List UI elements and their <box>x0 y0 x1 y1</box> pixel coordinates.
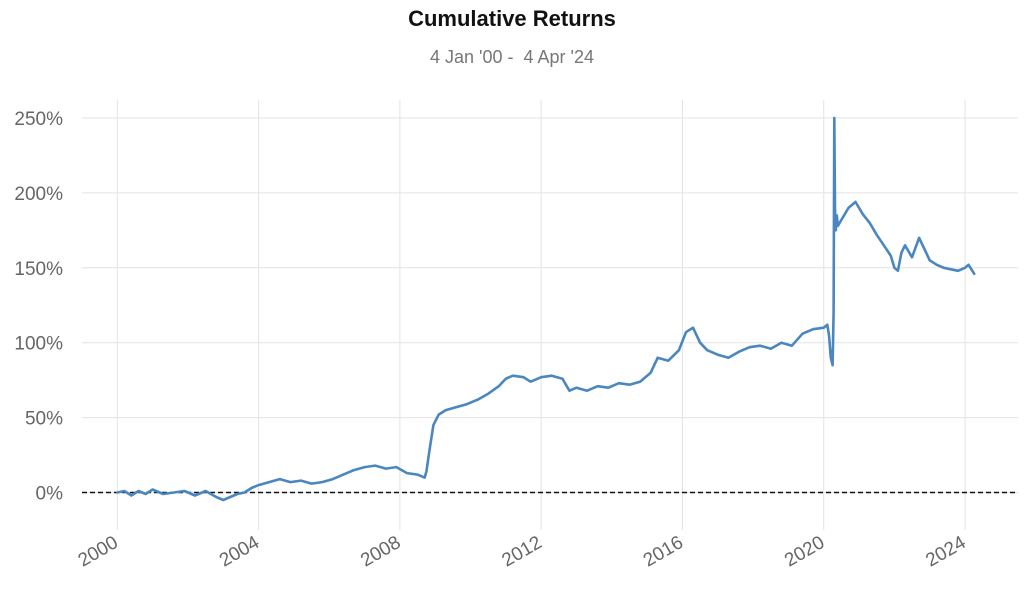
y-tick-label: 250% <box>14 109 63 130</box>
x-tick-label: 2020 <box>781 532 828 571</box>
x-tick-label: 2000 <box>75 532 122 571</box>
x-tick-label: 2024 <box>922 532 969 572</box>
cumulative-returns-line <box>116 116 976 502</box>
y-tick-label: 150% <box>14 259 63 280</box>
y-tick-label: 200% <box>14 184 63 205</box>
chart-subtitle: 4 Jan '00 - 4 Apr '24 <box>430 47 594 67</box>
x-tick-label: 2008 <box>357 532 404 571</box>
x-tick-label: 2016 <box>640 532 687 571</box>
y-tick-label: 100% <box>14 334 63 355</box>
y-tick-label: 0% <box>36 484 64 505</box>
x-tick-label: 2012 <box>499 532 546 571</box>
y-tick-label: 50% <box>25 409 63 430</box>
x-tick-label: 2004 <box>216 532 263 572</box>
chart-title: Cumulative Returns <box>408 6 616 31</box>
